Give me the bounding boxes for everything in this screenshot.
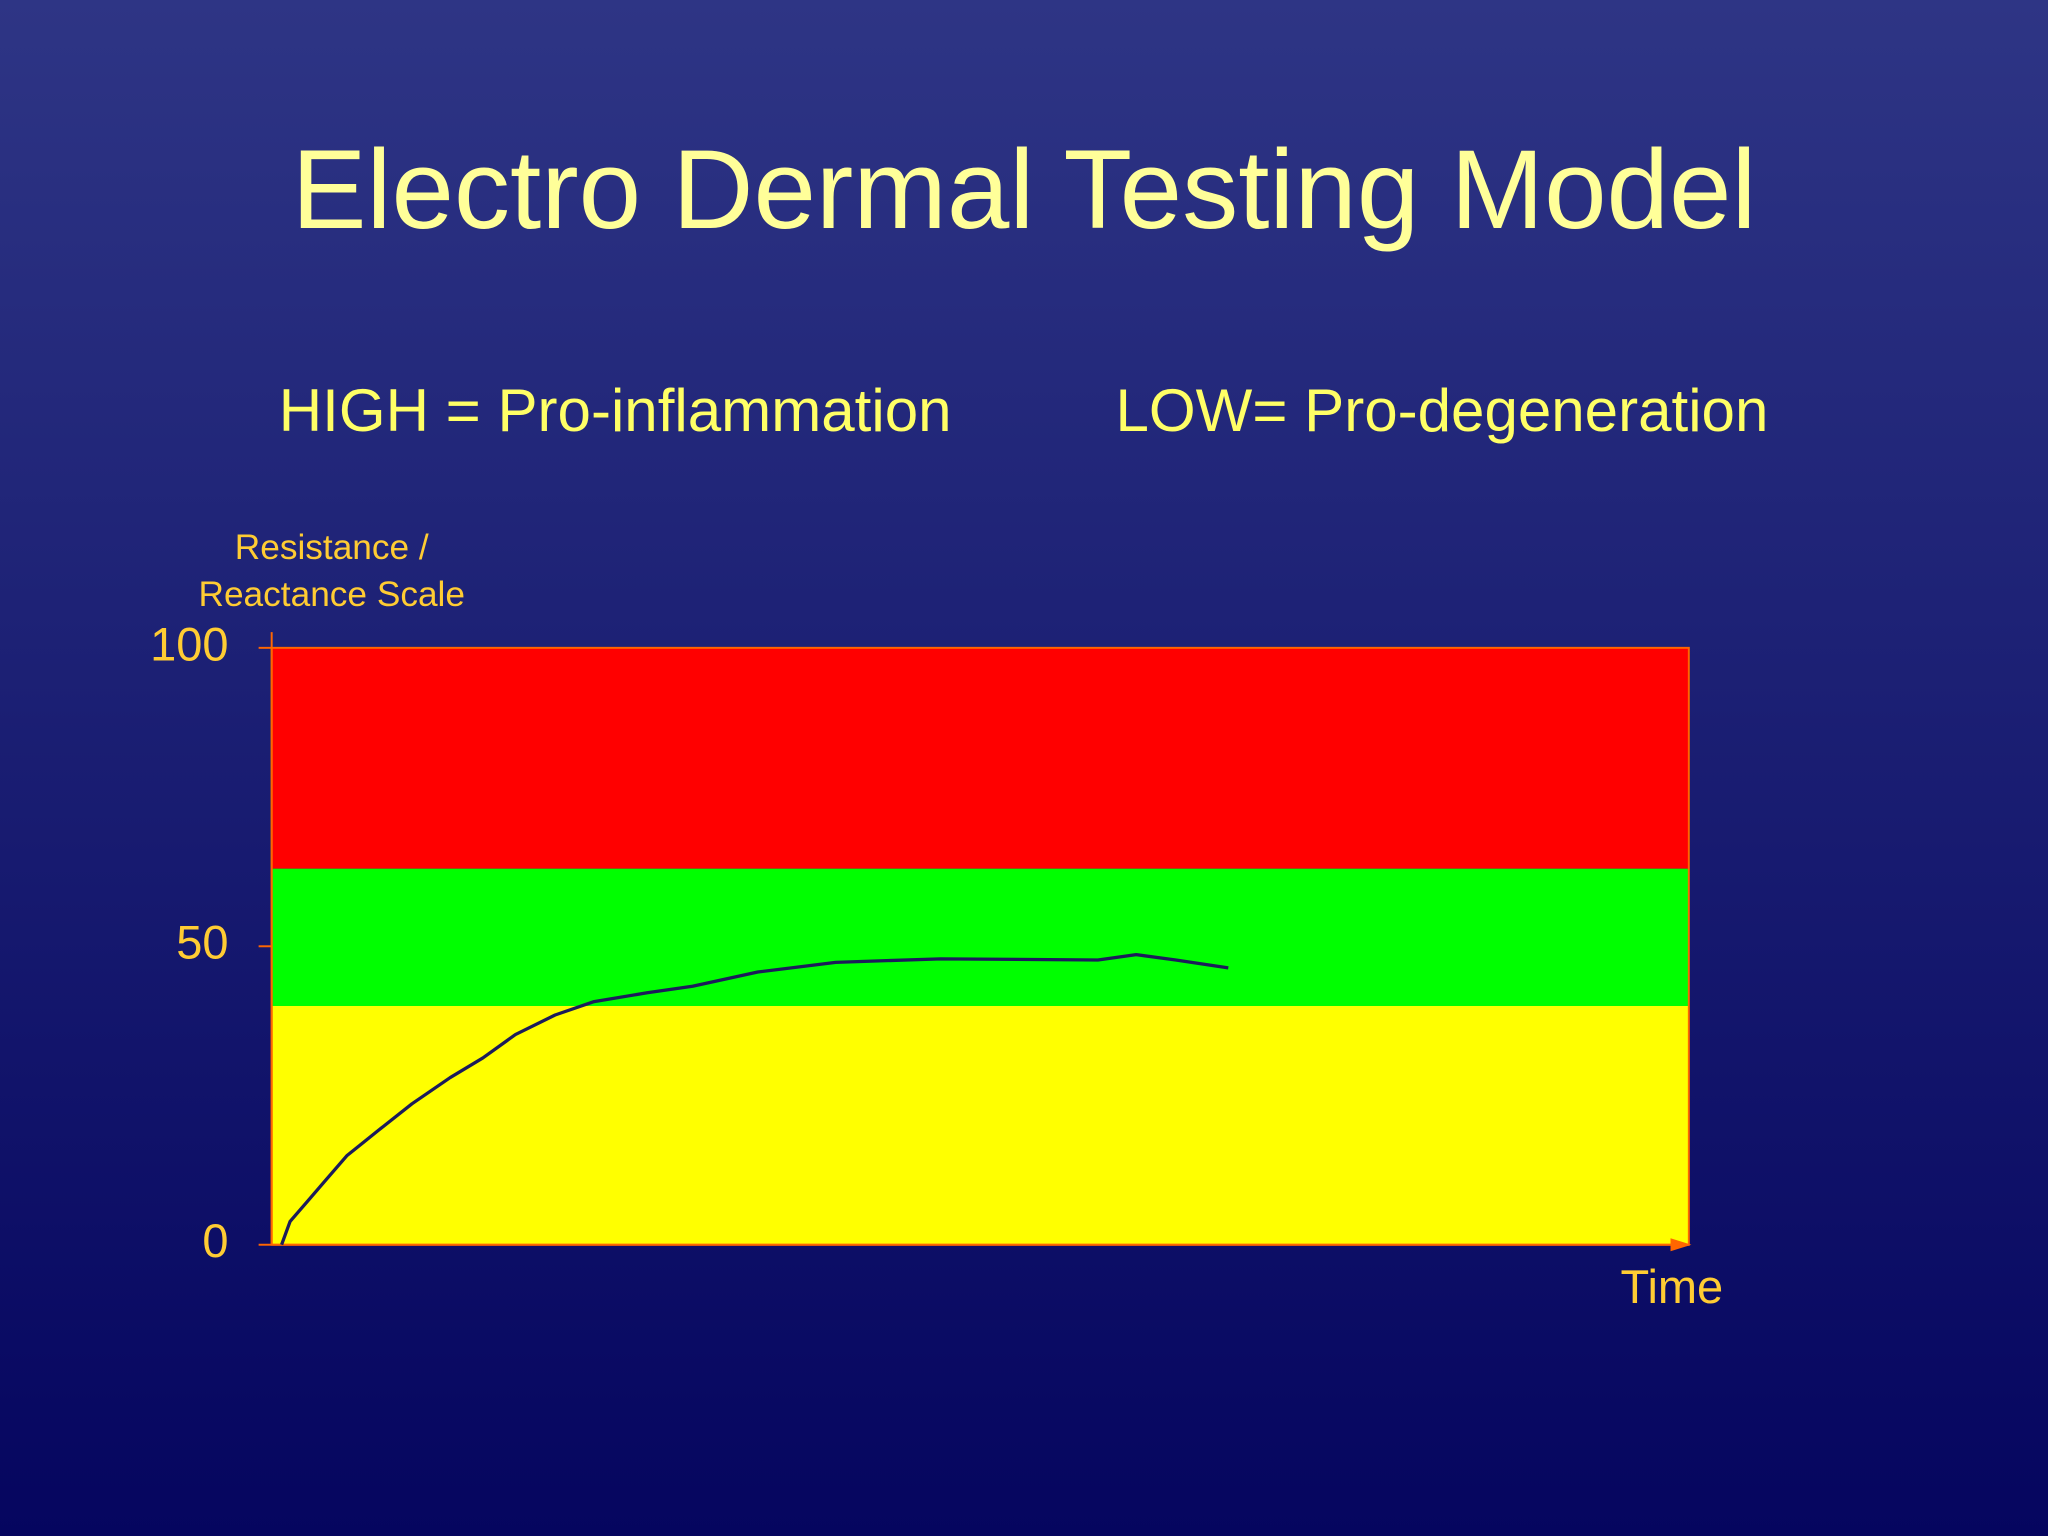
y-tick-label: 50 [176, 916, 228, 969]
band [271, 1005, 1689, 1245]
x-axis-label: Time [1620, 1260, 1723, 1313]
annotation: LOW= Pro-degeneration [1116, 377, 1769, 444]
plot-area: 0 50 100 [150, 617, 1692, 1267]
y-axis-label: Reactance Scale [199, 575, 466, 614]
band [271, 647, 1689, 869]
y-tick-label: 100 [150, 617, 228, 670]
slide-title: Electro Dermal Testing Model [292, 126, 1757, 252]
y-axis-label: Resistance / [235, 528, 429, 567]
annotation: HIGH = Pro-inflammation [279, 377, 952, 444]
x-axis-arrow [1670, 1238, 1692, 1252]
band [271, 868, 1689, 1006]
y-tick-label: 0 [202, 1214, 228, 1267]
data-line [280, 953, 1229, 1246]
